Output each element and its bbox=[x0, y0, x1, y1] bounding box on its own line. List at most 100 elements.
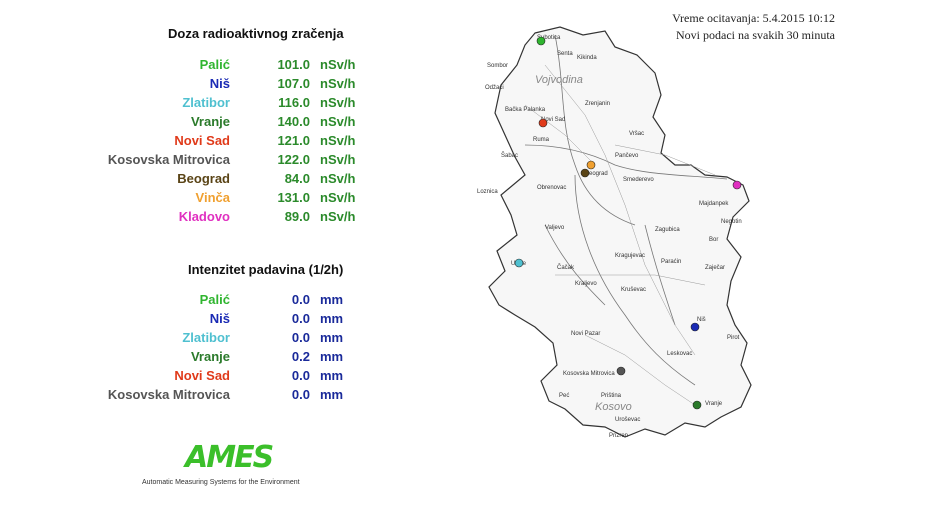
station-unit: nSv/h bbox=[320, 76, 356, 91]
serbia-outline bbox=[488, 26, 752, 438]
rain-title: Intenzitet padavina (1/2h) bbox=[188, 262, 344, 277]
station-row: Kladovo 89.0 nSv/h bbox=[0, 209, 470, 228]
city-label: Odžaci bbox=[485, 85, 504, 91]
station-unit: nSv/h bbox=[320, 57, 356, 72]
update-note: Novi podaci na svakih 30 minuta bbox=[676, 28, 835, 42]
city-label: Ruma bbox=[533, 137, 550, 143]
station-value: 131.0 bbox=[277, 190, 310, 205]
station-marker[interactable] bbox=[538, 118, 548, 128]
city-label: Priština bbox=[601, 393, 622, 399]
station-name: Vranje bbox=[190, 114, 230, 129]
station-value: 122.0 bbox=[277, 152, 310, 167]
city-label: Pirot bbox=[727, 335, 740, 341]
station-marker[interactable] bbox=[580, 168, 590, 178]
station-unit: nSv/h bbox=[320, 209, 356, 224]
station-value: 116.0 bbox=[278, 95, 310, 110]
station-row: Kosovska Mitrovica 122.0 nSv/h bbox=[0, 152, 470, 171]
city-label: Zaječar bbox=[705, 265, 725, 271]
station-value: 84.0 bbox=[284, 171, 310, 186]
city-label: Senta bbox=[557, 51, 573, 57]
ames-logo-mark: AMES bbox=[185, 440, 274, 475]
region-label: Vojvodina bbox=[535, 74, 583, 86]
station-unit: nSv/h bbox=[320, 190, 356, 205]
station-unit: mm bbox=[320, 330, 344, 345]
city-label: Kosovska Mitrovica bbox=[563, 371, 615, 377]
city-label: Kragujevac bbox=[615, 253, 645, 259]
station-value: 101.0 bbox=[277, 57, 310, 72]
city-label: Vršac bbox=[629, 131, 644, 137]
station-row: Niš 107.0 nSv/h bbox=[0, 76, 470, 95]
city-label: Negotin bbox=[721, 219, 742, 225]
city-label: Vranje bbox=[705, 401, 723, 407]
station-unit: mm bbox=[320, 292, 344, 307]
station-name: Zlatibor bbox=[182, 95, 230, 110]
station-name: Palić bbox=[199, 292, 230, 307]
city-label: Sombor bbox=[487, 63, 508, 69]
city-label: Paraćin bbox=[661, 259, 681, 265]
station-marker[interactable] bbox=[586, 160, 596, 170]
station-value: 0.0 bbox=[291, 292, 310, 307]
station-name: Vranje bbox=[190, 349, 230, 364]
city-label: Obrenovac bbox=[537, 185, 566, 191]
city-label: Zagubica bbox=[655, 227, 680, 233]
station-marker[interactable] bbox=[692, 400, 702, 410]
station-name: Palić bbox=[199, 57, 230, 72]
station-marker[interactable] bbox=[616, 366, 626, 376]
city-label: Valjevo bbox=[545, 225, 565, 231]
city-label: Zrenjanin bbox=[585, 101, 610, 107]
city-label: Pančevo bbox=[615, 153, 639, 159]
station-unit: mm bbox=[320, 311, 344, 326]
read-time: Vreme ocitavanja: 5.4.2015 10:12 bbox=[672, 11, 835, 25]
city-label: Novi Pazar bbox=[571, 331, 600, 337]
station-unit: nSv/h bbox=[320, 152, 356, 167]
city-label: Prizren bbox=[609, 433, 628, 439]
city-label: Bačka Palanka bbox=[505, 107, 546, 113]
station-value: 0.2 bbox=[291, 349, 310, 364]
station-row: Vranje 140.0 nSv/h bbox=[0, 114, 470, 133]
dose-title: Doza radioaktivnog zračenja bbox=[168, 26, 344, 41]
station-value: 89.0 bbox=[284, 209, 310, 224]
station-unit: nSv/h bbox=[320, 133, 356, 148]
city-label: Beograd bbox=[585, 171, 608, 177]
city-label: Kraljevo bbox=[575, 281, 597, 287]
station-value: 0.0 bbox=[291, 368, 310, 383]
station-marker[interactable] bbox=[536, 36, 546, 46]
station-name: Vinča bbox=[195, 190, 230, 205]
ames-logo-caption: Automatic Measuring Systems for the Envi… bbox=[142, 479, 300, 486]
city-label: Kikinda bbox=[577, 55, 597, 61]
city-label: Čačak bbox=[557, 264, 575, 271]
station-row: Beograd 84.0 nSv/h bbox=[0, 171, 470, 190]
station-row: Zlatibor 116.0 nSv/h bbox=[0, 95, 470, 114]
station-unit: mm bbox=[320, 387, 344, 402]
station-row: Zlatibor 0.0 mm bbox=[0, 330, 470, 349]
station-unit: nSv/h bbox=[320, 171, 356, 186]
ames-logo: AMES Automatic Measuring Systems for the… bbox=[140, 440, 320, 490]
station-row: Niš 0.0 mm bbox=[0, 311, 470, 330]
station-name: Kosovska Mitrovica bbox=[107, 387, 230, 402]
city-label: Leskovac bbox=[667, 351, 692, 357]
reading-info: Vreme ocitavanja: 5.4.2015 10:12 Novi po… bbox=[620, 10, 835, 44]
station-marker[interactable] bbox=[514, 258, 524, 268]
region-label: Kosovo bbox=[595, 401, 632, 413]
city-label: Bor bbox=[709, 237, 718, 243]
station-row: Novi Sad 0.0 mm bbox=[0, 368, 470, 387]
station-value: 0.0 bbox=[291, 330, 310, 345]
city-label: Kruševac bbox=[621, 287, 646, 293]
station-name: Beograd bbox=[177, 171, 230, 186]
station-value: 0.0 bbox=[291, 311, 310, 326]
city-label: Subotica bbox=[537, 35, 561, 41]
station-row: Novi Sad 121.0 nSv/h bbox=[0, 133, 470, 152]
city-label: Majdanpek bbox=[699, 201, 729, 207]
station-name: Zlatibor bbox=[182, 330, 230, 345]
station-value: 107.0 bbox=[277, 76, 310, 91]
map-roads bbox=[524, 64, 716, 406]
city-label: Peć bbox=[559, 393, 569, 399]
city-label: Novi Sad bbox=[541, 117, 565, 123]
station-marker[interactable] bbox=[690, 322, 700, 332]
city-label: Uroševac bbox=[615, 417, 640, 423]
station-marker[interactable] bbox=[732, 180, 742, 190]
station-row: Vranje 0.2 mm bbox=[0, 349, 470, 368]
city-label: Šabac bbox=[501, 152, 518, 159]
station-row: Kosovska Mitrovica 0.0 mm bbox=[0, 387, 470, 406]
station-name: Niš bbox=[209, 311, 230, 326]
